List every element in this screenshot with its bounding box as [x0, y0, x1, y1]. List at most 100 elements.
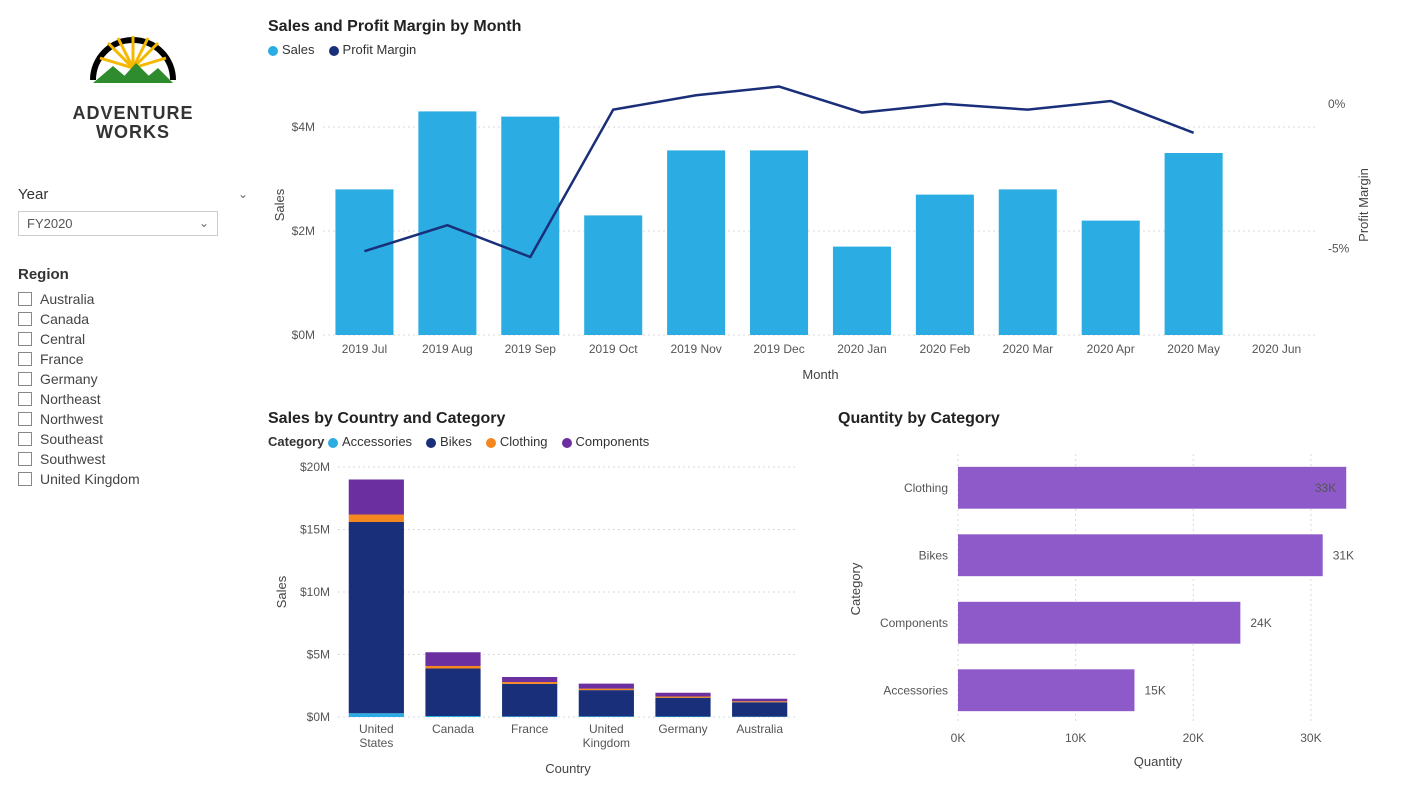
checkbox-icon[interactable] [18, 472, 32, 486]
svg-text:2020 Mar: 2020 Mar [1002, 342, 1053, 356]
svg-text:United: United [589, 722, 624, 736]
svg-text:-5%: -5% [1328, 241, 1350, 255]
legend-label: Bikes [440, 434, 472, 449]
legend-dot-icon [328, 438, 338, 448]
year-dropdown[interactable]: FY2020 ⌄ [18, 211, 218, 236]
checkbox-icon[interactable] [18, 392, 32, 406]
region-item[interactable]: Northeast [18, 389, 248, 409]
year-slicer-header[interactable]: Year ⌄ [18, 182, 248, 207]
svg-text:Quantity: Quantity [1134, 754, 1183, 769]
legend-label: Components [576, 434, 650, 449]
legend-dot-icon [268, 46, 278, 56]
svg-text:Australia: Australia [736, 722, 783, 736]
svg-text:United: United [359, 722, 394, 736]
svg-text:$0M: $0M [307, 710, 330, 724]
legend-item[interactable]: Profit Margin [329, 42, 417, 57]
checkbox-icon[interactable] [18, 452, 32, 466]
svg-text:2019 Nov: 2019 Nov [670, 342, 721, 356]
year-dropdown-value: FY2020 [27, 216, 73, 231]
legend-item[interactable]: Components [562, 434, 650, 449]
region-item[interactable]: Southwest [18, 449, 248, 469]
legend-dot-icon [426, 438, 436, 448]
region-item-label: Canada [40, 311, 89, 327]
legend-dot-icon [562, 438, 572, 448]
svg-text:Profit Margin: Profit Margin [1356, 168, 1371, 242]
sales-profit-chart-panel: Sales and Profit Margin by Month Sales Pr… [268, 18, 1398, 390]
svg-text:$5M: $5M [307, 648, 330, 662]
svg-text:2019 Oct: 2019 Oct [589, 342, 638, 356]
legend-item[interactable]: Bikes [426, 434, 472, 449]
checkbox-icon[interactable] [18, 352, 32, 366]
svg-text:Components: Components [880, 616, 948, 630]
svg-text:$2M: $2M [292, 224, 315, 238]
region-item[interactable]: France [18, 349, 248, 369]
svg-text:2020 Apr: 2020 Apr [1087, 342, 1135, 356]
region-item[interactable]: Northwest [18, 409, 248, 429]
legend-label: Accessories [342, 434, 412, 449]
svg-text:2020 May: 2020 May [1167, 342, 1220, 356]
region-item-label: Southwest [40, 451, 105, 467]
svg-text:Clothing: Clothing [904, 481, 948, 495]
svg-text:Category: Category [848, 562, 863, 615]
checkbox-icon[interactable] [18, 412, 32, 426]
region-item[interactable]: Australia [18, 289, 248, 309]
svg-text:2019 Sep: 2019 Sep [505, 342, 557, 356]
chevron-down-icon: ⌄ [238, 187, 248, 201]
region-item-label: Central [40, 331, 85, 347]
svg-text:15K: 15K [1144, 683, 1165, 697]
svg-text:Germany: Germany [658, 722, 707, 736]
svg-text:2020 Jun: 2020 Jun [1252, 342, 1301, 356]
svg-text:Sales: Sales [274, 575, 289, 608]
checkbox-icon[interactable] [18, 312, 32, 326]
logo: ADVENTURE WORKS [58, 18, 208, 142]
quantity-chart-panel: Quantity by Category 0K10K20K30KClothing… [838, 410, 1398, 782]
legend-dot-icon [329, 46, 339, 56]
svg-text:20K: 20K [1183, 731, 1204, 745]
sales-profit-legend: Sales Profit Margin [268, 42, 1398, 57]
svg-text:$10M: $10M [300, 585, 330, 599]
svg-text:2019 Dec: 2019 Dec [753, 342, 804, 356]
sales-profit-chart[interactable]: $0M$2M$4M0%-5%2019 Jul2019 Aug2019 Sep20… [268, 65, 1378, 385]
region-item[interactable]: United Kingdom [18, 469, 248, 489]
country-chart-panel: Sales by Country and Category Category A… [268, 410, 808, 782]
svg-text:Month: Month [802, 367, 838, 382]
legend-item[interactable]: Accessories [328, 434, 412, 449]
checkbox-icon[interactable] [18, 332, 32, 346]
logo-icon [78, 18, 188, 98]
region-item[interactable]: Southeast [18, 429, 248, 449]
svg-text:31K: 31K [1333, 548, 1354, 562]
quantity-chart-title: Quantity by Category [838, 410, 1398, 428]
legend-item[interactable]: Clothing [486, 434, 548, 449]
legend-label: Profit Margin [343, 42, 417, 57]
sidebar: ADVENTURE WORKS Year ⌄ FY2020 ⌄ Region A… [18, 18, 248, 782]
logo-text-2: WORKS [58, 123, 208, 142]
checkbox-icon[interactable] [18, 432, 32, 446]
quantity-chart[interactable]: 0K10K20K30KClothing33KBikes31KComponents… [838, 434, 1398, 774]
svg-text:30K: 30K [1300, 731, 1321, 745]
svg-text:States: States [359, 736, 393, 750]
region-item-label: Australia [40, 291, 94, 307]
region-list: AustraliaCanadaCentralFranceGermanyNorth… [18, 289, 248, 489]
svg-text:Accessories: Accessories [883, 683, 948, 697]
svg-text:$4M: $4M [292, 120, 315, 134]
sales-profit-chart-title: Sales and Profit Margin by Month [268, 18, 1398, 36]
region-item[interactable]: Central [18, 329, 248, 349]
svg-text:2019 Jul: 2019 Jul [342, 342, 387, 356]
legend-item[interactable]: Sales [268, 42, 315, 57]
legend-title: Category [268, 434, 328, 449]
svg-text:Sales: Sales [272, 188, 287, 221]
checkbox-icon[interactable] [18, 292, 32, 306]
svg-text:$20M: $20M [300, 460, 330, 474]
checkbox-icon[interactable] [18, 372, 32, 386]
svg-text:33K: 33K [1315, 481, 1336, 495]
country-chart-title: Sales by Country and Category [268, 410, 808, 428]
region-item-label: Northwest [40, 411, 103, 427]
svg-text:$15M: $15M [300, 523, 330, 537]
region-item[interactable]: Canada [18, 309, 248, 329]
region-item-label: France [40, 351, 84, 367]
svg-text:France: France [511, 722, 549, 736]
region-item[interactable]: Germany [18, 369, 248, 389]
country-chart[interactable]: $0M$5M$10M$15M$20MUnitedStatesCanadaFran… [268, 457, 808, 777]
legend-dot-icon [486, 438, 496, 448]
svg-text:24K: 24K [1250, 616, 1271, 630]
